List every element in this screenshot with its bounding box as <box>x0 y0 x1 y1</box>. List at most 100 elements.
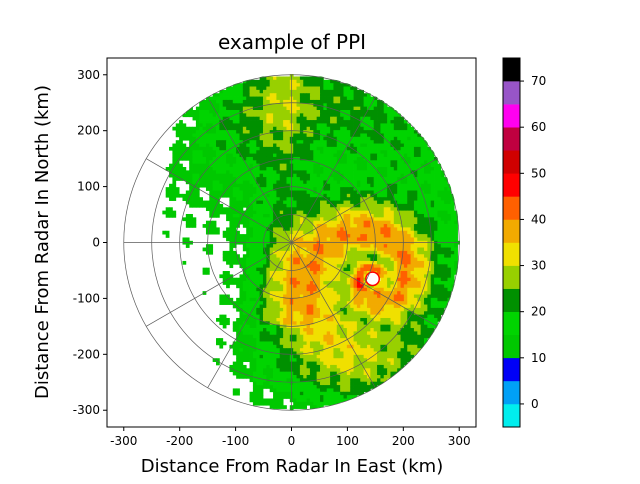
echo-cell <box>276 304 281 309</box>
echo-cell <box>226 136 230 141</box>
echo-cell <box>172 173 177 178</box>
echo-cell <box>189 197 193 201</box>
echo-cell <box>326 203 331 208</box>
echo-cell <box>205 123 210 128</box>
echo-cell <box>296 244 301 248</box>
echo-cell <box>407 187 411 191</box>
echo-cell <box>236 116 240 121</box>
echo-cell <box>320 230 324 235</box>
echo-cell <box>427 227 432 232</box>
echo-cell <box>179 123 183 128</box>
echo-cell <box>262 250 267 255</box>
echo-cell <box>259 307 264 312</box>
echo-cell <box>363 143 368 148</box>
echo-cell <box>373 120 378 124</box>
echo-cell <box>309 143 314 148</box>
echo-cell <box>219 187 224 191</box>
echo-cell <box>320 110 324 114</box>
echo-cell <box>303 113 307 118</box>
echo-cell <box>377 130 381 134</box>
echo-cell <box>283 254 287 258</box>
echo-cell <box>397 247 401 252</box>
echo-cell <box>350 110 354 114</box>
echo-cell <box>279 187 284 191</box>
echo-cell <box>293 183 297 188</box>
echo-cell <box>209 130 214 134</box>
echo-cell <box>397 244 401 248</box>
echo-cell <box>383 277 388 282</box>
echo-cell <box>165 230 170 235</box>
echo-cell <box>226 126 230 131</box>
echo-cell <box>360 227 365 232</box>
echo-cell <box>400 257 405 262</box>
echo-cell <box>239 321 244 326</box>
echo-cell <box>286 183 291 188</box>
echo-cell <box>276 230 281 235</box>
echo-cell <box>387 220 391 225</box>
echo-cell <box>262 317 267 322</box>
echo-cell <box>373 254 378 258</box>
echo-cell <box>350 140 354 144</box>
echo-cell <box>330 224 334 228</box>
echo-cell <box>226 277 230 282</box>
echo-cell <box>393 116 398 121</box>
echo-cell <box>229 207 234 212</box>
echo-cell <box>262 213 267 218</box>
echo-cell <box>252 207 257 212</box>
echo-cell <box>340 83 344 87</box>
echo-cell <box>387 271 391 275</box>
echo-cell <box>353 113 358 118</box>
echo-cell <box>169 187 173 191</box>
echo-cell <box>454 247 458 252</box>
echo-cell <box>259 234 264 238</box>
echo-cell <box>232 301 237 305</box>
echo-cell <box>380 146 385 151</box>
echo-cell <box>380 133 385 138</box>
echo-cell <box>269 277 274 282</box>
echo-cell <box>256 140 261 144</box>
echo-cell <box>390 116 395 121</box>
echo-cell <box>239 317 244 322</box>
echo-cell <box>269 76 274 81</box>
echo-cell <box>320 126 324 131</box>
echo-cell <box>427 213 432 218</box>
echo-cell <box>222 113 227 118</box>
echo-cell <box>242 89 247 94</box>
echo-cell <box>437 187 442 191</box>
echo-cell <box>239 116 244 121</box>
echo-cell <box>326 120 331 124</box>
echo-cell <box>393 190 398 195</box>
echo-cell <box>279 301 284 305</box>
echo-cell <box>179 163 183 168</box>
echo-cell <box>340 210 344 215</box>
echo-cell <box>380 106 385 111</box>
echo-cell <box>296 173 301 178</box>
echo-cell <box>320 217 324 222</box>
echo-cell <box>269 180 274 185</box>
echo-cell <box>309 173 314 178</box>
echo-cell <box>249 103 254 108</box>
echo-cell <box>424 230 428 235</box>
echo-cell <box>400 267 405 272</box>
echo-cell <box>366 237 371 242</box>
echo-cell <box>246 213 250 218</box>
echo-cell <box>417 173 422 178</box>
echo-cell <box>296 177 301 181</box>
echo-cell <box>424 150 428 154</box>
echo-cell <box>447 274 452 279</box>
echo-cell <box>336 143 341 148</box>
echo-cell <box>393 311 398 316</box>
echo-cell <box>323 247 328 252</box>
echo-cell <box>226 103 230 108</box>
echo-cell <box>336 123 341 128</box>
echo-cell <box>397 187 401 191</box>
echo-cell <box>323 83 328 87</box>
echo-cell <box>430 237 435 242</box>
echo-cell <box>209 146 214 151</box>
echo-cell <box>316 274 321 279</box>
echo-cell <box>330 207 334 212</box>
echo-cell <box>252 130 257 134</box>
echo-cell <box>393 126 398 131</box>
echo-cell <box>236 254 240 258</box>
echo-cell <box>269 301 274 305</box>
